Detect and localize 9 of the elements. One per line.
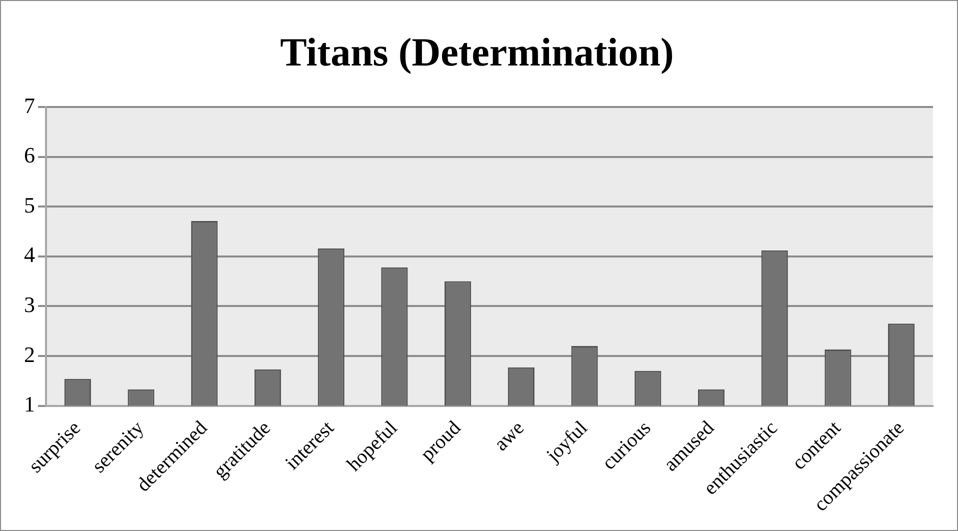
chart-title: Titans (Determination) [280,29,674,74]
y-tick-label: 6 [24,142,35,168]
y-tick-label: 4 [24,242,35,268]
x-tick-label: awe [490,416,529,456]
y-tick-label: 3 [24,292,35,317]
y-tick-label: 1 [24,392,35,417]
y-tick-label: 5 [24,192,35,218]
y-tick-label: 2 [24,342,35,367]
y-tick-label: 7 [24,92,35,118]
